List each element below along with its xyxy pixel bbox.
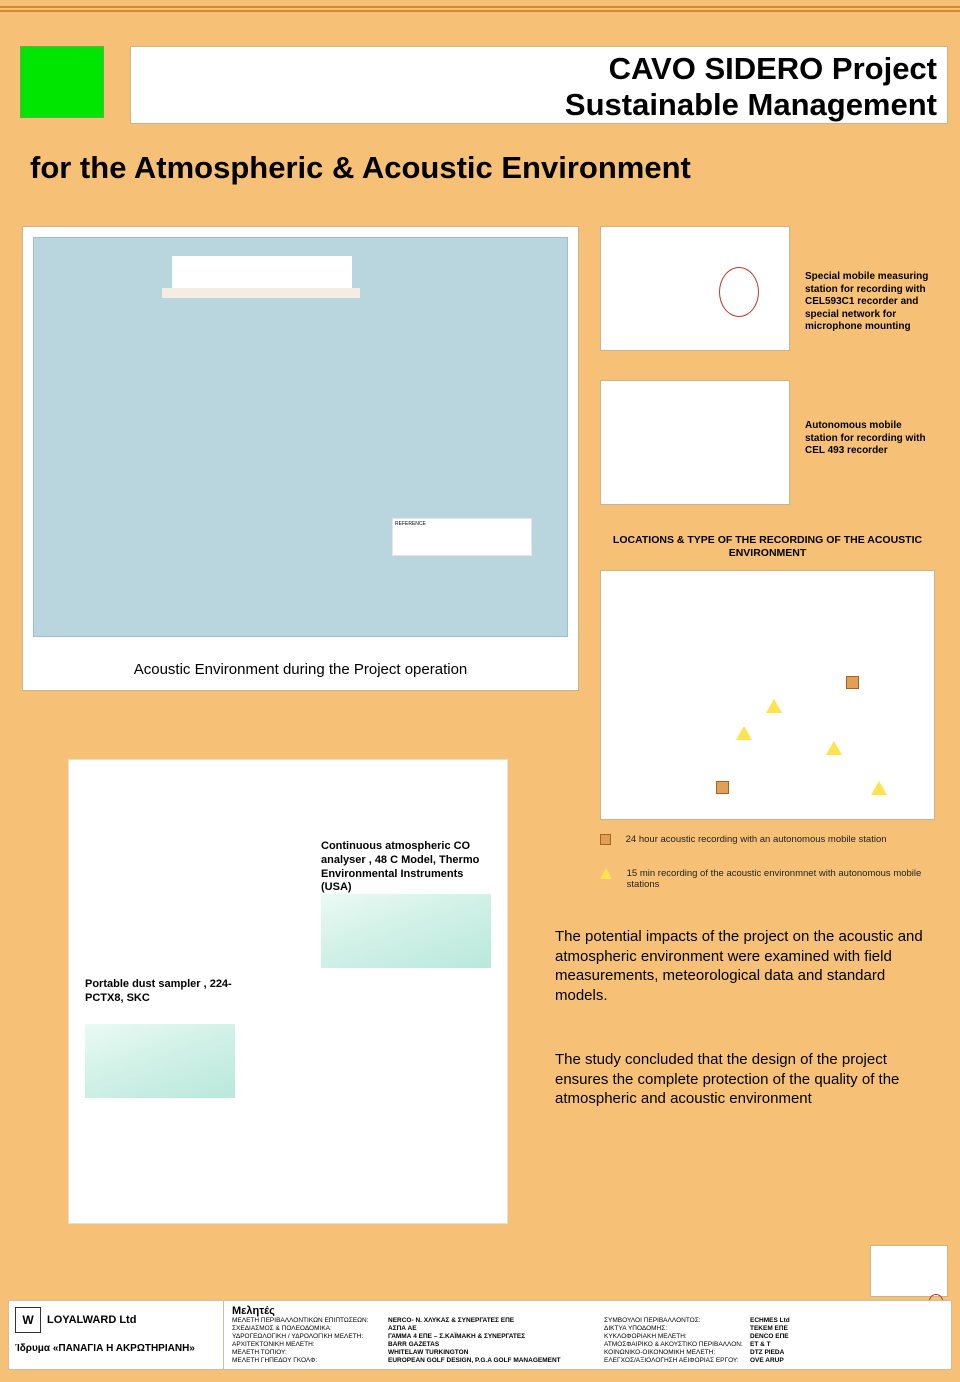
chart-caption: Acoustic Environment during the Project …: [23, 661, 578, 678]
footer-label: ΔΙΚΤΥΑ ΥΠΟΔΟΜΗΣ:: [604, 1325, 744, 1332]
chart-reference-label: REFERENCE: [395, 521, 426, 527]
instruments-panel: Continuous atmospheric CO analyser , 48 …: [68, 759, 508, 1224]
company-logo: W: [15, 1307, 41, 1333]
subtitle: for the Atmospheric & Acoustic Environme…: [30, 150, 691, 186]
footer-label: ΜΕΛΕΤΗ ΤΟΠΙΟΥ:: [232, 1349, 382, 1356]
footer-value: ΓΑΜΜΑ 4 ΕΠΕ – Σ.ΚΑΪΜΑΚΗ & ΣΥΝΕΡΓΑΤΕΣ: [388, 1333, 598, 1340]
acoustic-chart-panel: REFERENCE Acoustic Environment during th…: [22, 226, 579, 691]
legend-triangle-icon: [600, 868, 612, 879]
footer-studies: Μελητές ΜΕΛΕΤΗ ΠΕΡΙΒΑΛΛΟΝΤΙΚΩΝ ΕΠΙΠΤΩΣΕΩ…: [224, 1301, 951, 1369]
footer-label: ΜΕΛΕΤΗ ΠΕΡΙΒΑΛΛΟΝΤΙΚΩΝ ΕΠΙΠΤΩΣΕΩΝ:: [232, 1317, 382, 1324]
station-photo-1: [600, 226, 790, 351]
footer-value: BARR GAZETAS: [388, 1341, 598, 1348]
footer-value: ECHMES Ltd: [750, 1317, 820, 1324]
divider-top2: [0, 10, 960, 12]
footer-value: DTZ PIEDA: [750, 1349, 820, 1356]
footer-label: ΑΤΜΟΣΦΑΙΡΙΚΟ & ΑΚΟΥΣΤΙΚΟ ΠΕΡΙΒΑΛΛΟΝ:: [604, 1341, 744, 1348]
instrument-photo-1: [321, 894, 491, 968]
logo-placeholder: [20, 46, 104, 118]
chart-legend-blank: [172, 256, 352, 288]
legend-square-text: 24 hour acoustic recording with an auton…: [626, 834, 926, 845]
footer-label: ΚΟΙΝΩΝΙΚΟ-ΟΙΚΟΝΟΜΙΚΗ ΜΕΛΕΤΗ:: [604, 1349, 744, 1356]
map-triangle-marker: [826, 741, 842, 755]
header: CAVO SIDERO Project Sustainable Manageme…: [20, 46, 948, 134]
map-triangle-marker: [766, 699, 782, 713]
company-name: LOYALWARD Ltd: [47, 1314, 136, 1326]
legend-row-triangle: 15 min recording of the acoustic environ…: [600, 868, 935, 891]
station-text-1: Special mobile measuring station for rec…: [805, 271, 933, 334]
footer-label: ΑΡΧΙΤΕΚΤΟΝΙΚΗ ΜΕΛΕΤΗ:: [232, 1341, 382, 1348]
instrument-label-2: Portable dust sampler , 224-PCTX8, SKC: [85, 978, 260, 1006]
foundation-name: Ίδρυμα «ΠΑΝΑΓΙΑ Η ΑΚΡΩΤΗΡΙΑΝΗ»: [15, 1343, 217, 1354]
acoustic-chart-area: REFERENCE: [33, 237, 568, 637]
title-line1: CAVO SIDERO Project: [609, 51, 937, 86]
footer-left: W LOYALWARD Ltd Ίδρυμα «ΠΑΝΑΓΙΑ Η ΑΚΡΩΤΗ…: [9, 1301, 224, 1369]
footer-value: ET & T: [750, 1341, 820, 1348]
footer-value: ΤΕΚΕΜ ΕΠΕ: [750, 1325, 820, 1332]
conclusion-para-1: The potential impacts of the project on …: [555, 927, 925, 1005]
legend-triangle-text: 15 min recording of the acoustic environ…: [627, 868, 927, 891]
footer-value: DENCO ΕΠΕ: [750, 1333, 820, 1340]
instrument-label-1: Continuous atmospheric CO analyser , 48 …: [321, 840, 496, 895]
footer-value: EUROPEAN GOLF DESIGN, P.G.A GOLF MANAGEM…: [388, 1357, 598, 1364]
station-photo-2: [600, 380, 790, 505]
logo-letter: W: [22, 1313, 33, 1327]
title-line2: Sustainable Management: [565, 87, 937, 122]
map-triangle-marker: [736, 726, 752, 740]
footer-value: ΑΣΠΑ ΑΕ: [388, 1325, 598, 1332]
conclusion-para-2: The study concluded that the design of t…: [555, 1050, 925, 1109]
map-triangle-marker: [871, 781, 887, 795]
footer-value: OVE ARUP: [750, 1357, 820, 1364]
footer: W LOYALWARD Ltd Ίδρυμα «ΠΑΝΑΓΙΑ Η ΑΚΡΩΤΗ…: [8, 1300, 952, 1370]
map-square-marker: [846, 676, 859, 689]
legend-square-icon: [600, 834, 611, 845]
footer-label: ΣΥΜΒΟΥΛΟΙ ΠΕΡΙΒΑΛΛΟΝΤΟΣ:: [604, 1317, 744, 1324]
footer-value: WHITELAW TURKINGTON: [388, 1349, 598, 1356]
studies-heading: Μελητές: [232, 1305, 943, 1317]
chart-strip: [162, 288, 360, 298]
locator-map: [870, 1245, 948, 1297]
map-panel: [600, 570, 935, 820]
divider-top: [0, 6, 960, 8]
highlight-ellipse: [719, 267, 759, 317]
footer-label: ΕΛΕΓΧΟΣ/ΑΞΙΟΛΟΓΗΣΗ ΑΕΙΦΟΡΙΑΣ ΕΡΓΟΥ:: [604, 1357, 744, 1364]
title-box: CAVO SIDERO Project Sustainable Manageme…: [130, 46, 948, 124]
map-heading: LOCATIONS & TYPE OF THE RECORDING OF THE…: [600, 534, 935, 559]
footer-label: ΥΔΡΟΓΕΩΛΟΓΙΚΗ / ΥΔΡΟΛΟΓΙΚΗ ΜΕΛΕΤΗ:: [232, 1333, 382, 1340]
legend-row-square: 24 hour acoustic recording with an auton…: [600, 834, 935, 845]
footer-label: ΚΥΚΛΟΦΟΡΙΑΚΗ ΜΕΛΕΤΗ:: [604, 1333, 744, 1340]
station-text-2: Autonomous mobile station for recording …: [805, 420, 933, 458]
instrument-photo-2: [85, 1024, 235, 1098]
footer-value: NERCO- Ν. ΧΛΥΚΑΣ & ΣΥΝΕΡΓΑΤΕΣ ΕΠΕ: [388, 1317, 598, 1324]
chart-reference-box: REFERENCE: [392, 518, 532, 556]
map-square-marker: [716, 781, 729, 794]
footer-label: ΣΧΕΔΙΑΣΜΟΣ & ΠΟΛΕΟΔΟΜΙΚΑ:: [232, 1325, 382, 1332]
footer-label: ΜΕΛΕΤΗ ΓΗΠΕΔΟΥ ΓΚΟΛΦ:: [232, 1357, 382, 1364]
